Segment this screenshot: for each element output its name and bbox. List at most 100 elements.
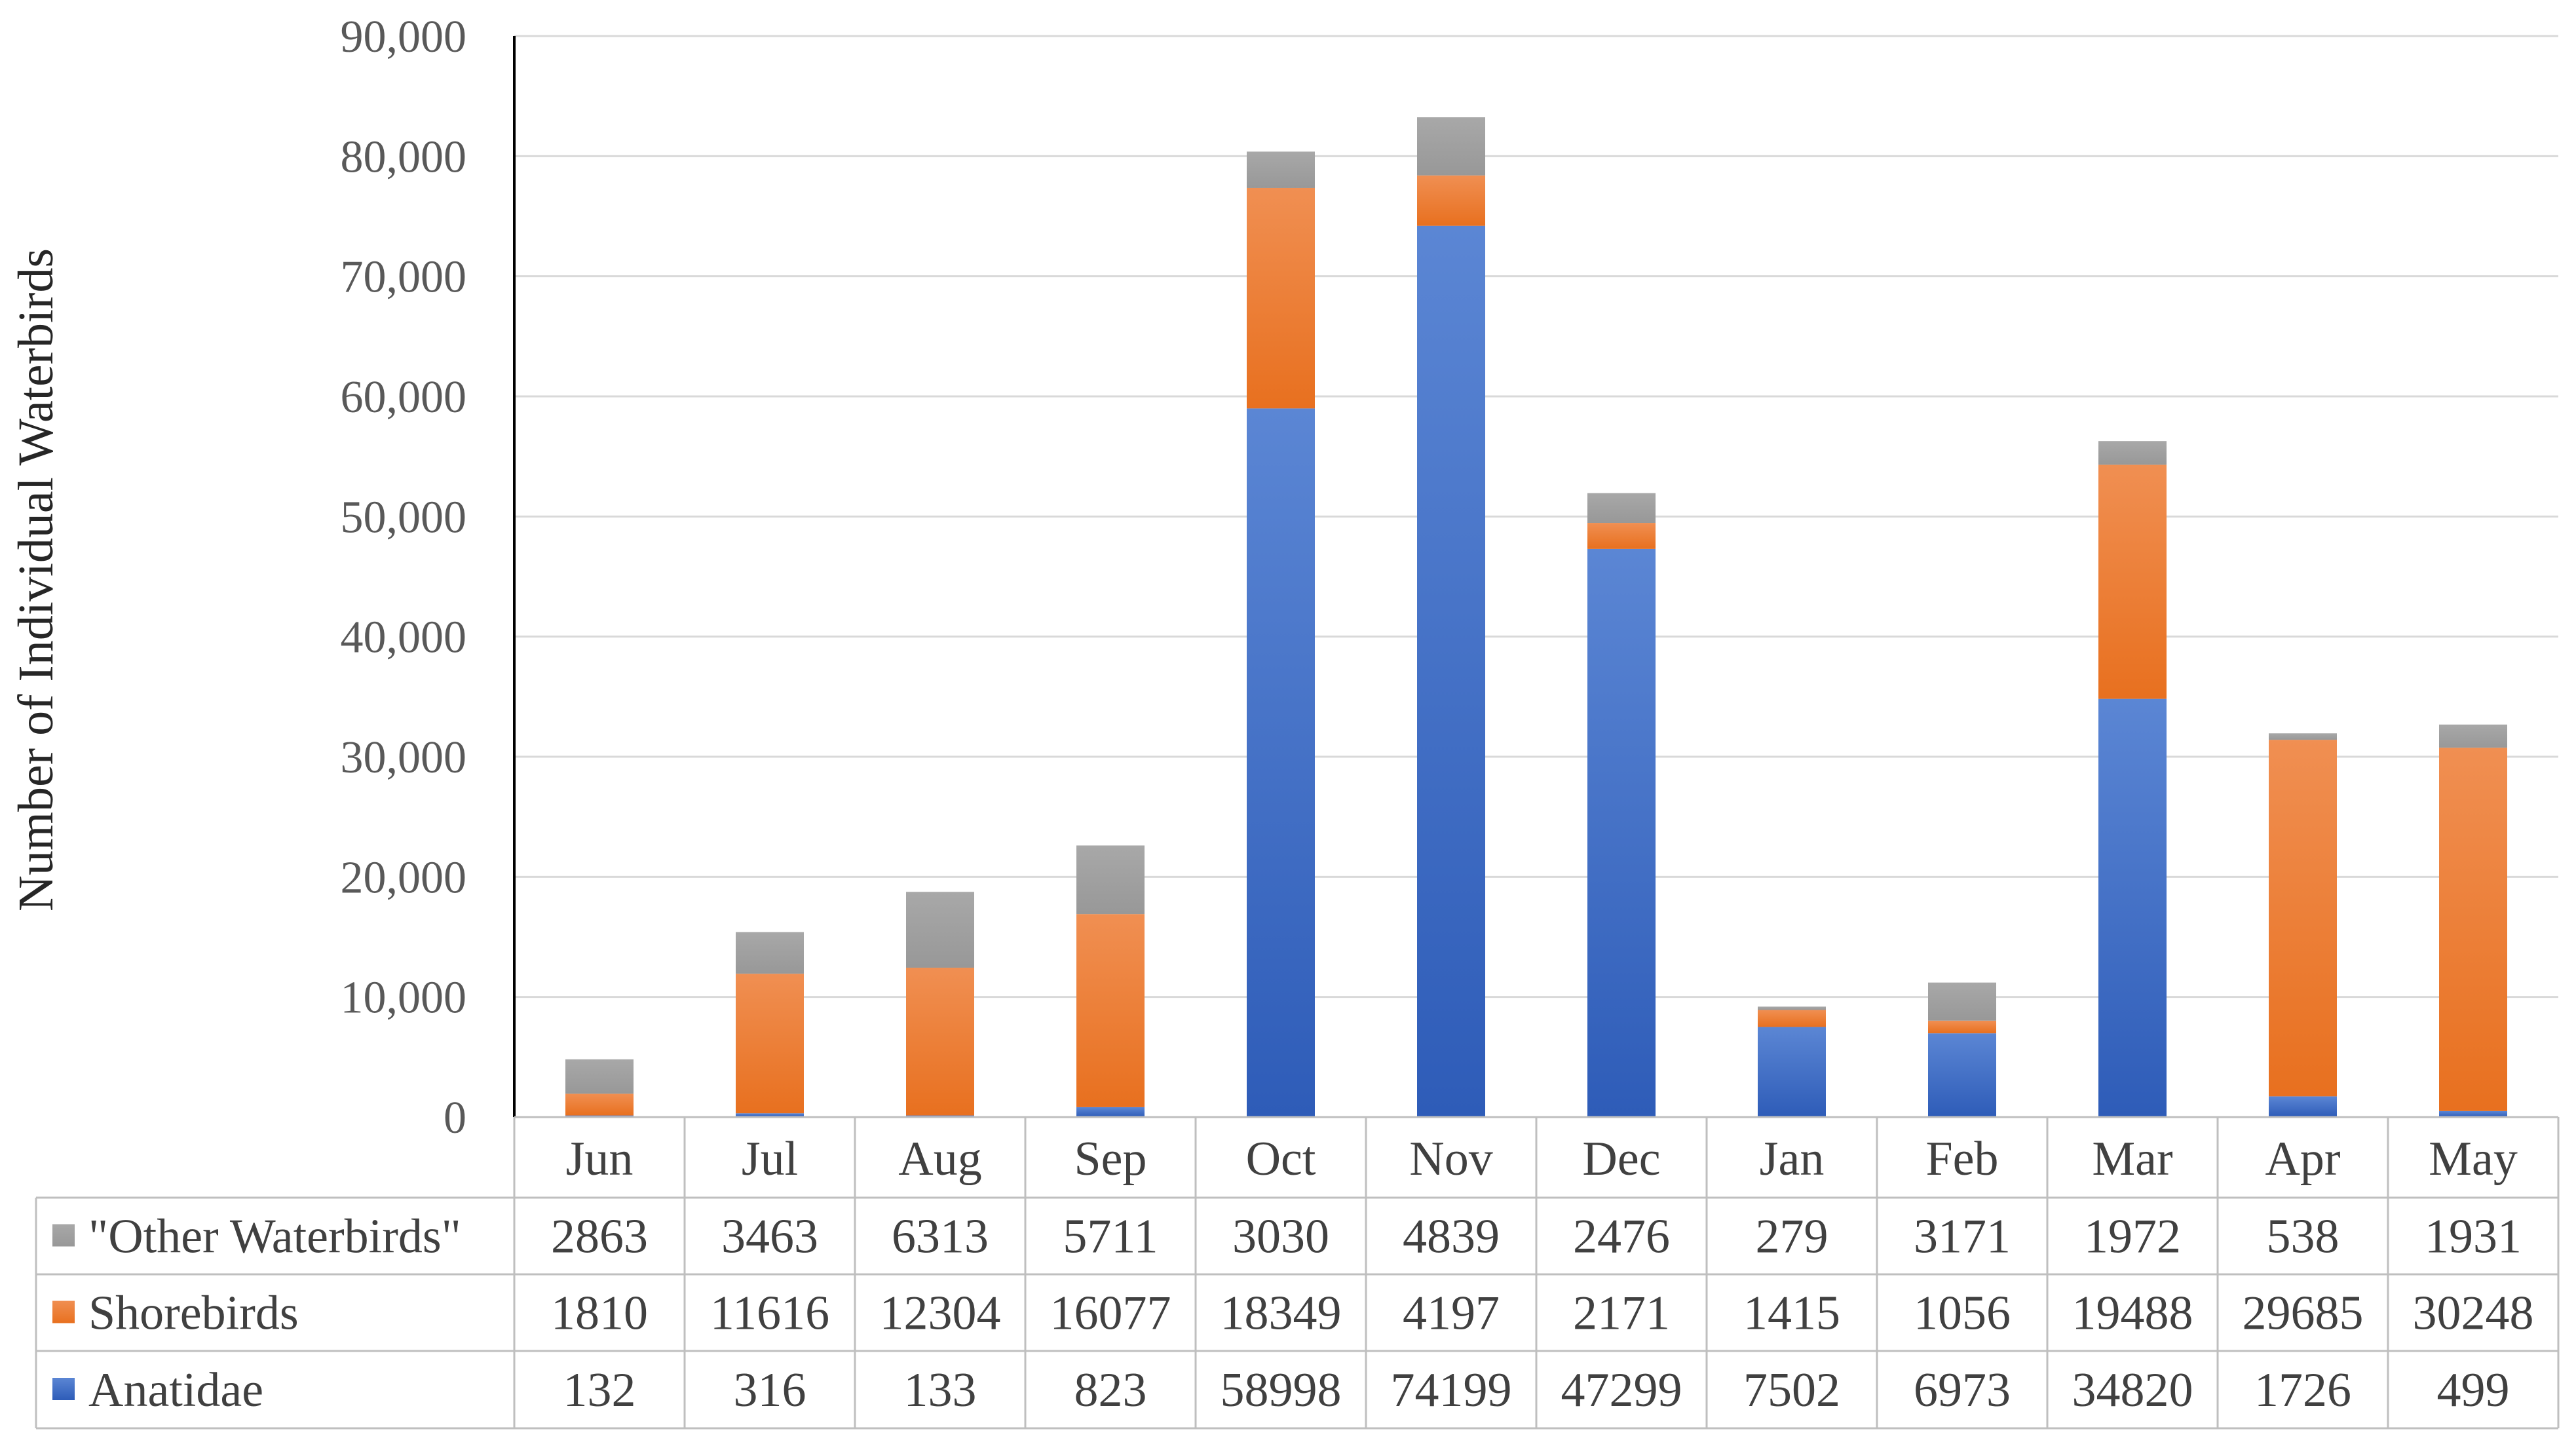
y-tick-label: 30,000 <box>341 732 467 783</box>
bar-other-waterbirds-jun <box>565 1059 634 1094</box>
x-tick-label-oct: Oct <box>1246 1132 1316 1186</box>
x-tick-label-feb: Feb <box>1926 1132 1999 1186</box>
bar-anatidae-feb <box>1928 1033 1996 1117</box>
data-label-anatidae-jul: 316 <box>734 1363 806 1417</box>
data-label-shorebirds-jan: 1415 <box>1743 1287 1840 1340</box>
data-label-shorebirds-oct: 18349 <box>1221 1287 1342 1340</box>
bar-anatidae-jul <box>736 1113 804 1117</box>
x-tick-label-aug: Aug <box>898 1132 981 1186</box>
data-table: Jun Jul Aug Sep Oct Nov Dec Jan Feb Mar Apr May "Oth… <box>35 1116 2560 1430</box>
x-tick-label-jul: Jul <box>742 1132 798 1186</box>
y-tick-label: 40,000 <box>341 613 467 663</box>
bar-other-waterbirds-aug <box>906 892 974 968</box>
data-label-other-waterbirds-may: 1931 <box>2425 1210 2522 1264</box>
data-label-other-waterbirds-oct: 3030 <box>1232 1210 1329 1264</box>
data-label-other-waterbirds-jun: 2863 <box>551 1210 648 1264</box>
bar-other-waterbirds-apr <box>2269 733 2337 740</box>
data-label-anatidae-dec: 47299 <box>1561 1363 1682 1417</box>
data-label-other-waterbirds-mar: 1972 <box>2084 1210 2181 1264</box>
bar-shorebirds-jan <box>1758 1010 1826 1027</box>
x-tick-label-sep: Sep <box>1074 1132 1147 1186</box>
data-label-anatidae-mar: 34820 <box>2072 1363 2193 1417</box>
x-tick-label-dec: Dec <box>1582 1132 1660 1186</box>
data-label-anatidae-sep: 823 <box>1074 1363 1147 1417</box>
x-tick-label-may: May <box>2429 1132 2518 1186</box>
x-tick-label-nov: Nov <box>1409 1132 1492 1186</box>
bar-shorebirds-mar <box>2098 465 2167 699</box>
bar-anatidae-dec <box>1587 548 1656 1117</box>
bar-other-waterbirds-jul <box>736 932 804 974</box>
y-tick-label: 50,000 <box>341 492 467 542</box>
bar-shorebirds-jul <box>736 974 804 1114</box>
legend-swatch-other-waterbirds <box>52 1224 75 1247</box>
data-label-other-waterbirds-apr: 538 <box>2267 1210 2339 1264</box>
data-label-other-waterbirds-aug: 6313 <box>892 1210 989 1264</box>
bar-stacks <box>565 117 2507 1117</box>
bar-anatidae-mar <box>2098 698 2167 1117</box>
y-tick-label: 20,000 <box>341 852 467 903</box>
y-tick-label: 10,000 <box>341 973 467 1023</box>
bar-shorebirds-apr <box>2269 740 2337 1097</box>
data-label-shorebirds-may: 30248 <box>2413 1287 2534 1340</box>
y-tick-label: 70,000 <box>341 252 467 303</box>
bar-shorebirds-nov <box>1417 175 1485 226</box>
y-tick-label: 0 <box>444 1093 466 1143</box>
y-axis-ticks: 0 10,000 20,000 30,000 40,000 50,000 60,000 70,… <box>341 12 467 1143</box>
y-axis-label: Number of Individual Waterbirds <box>9 248 64 911</box>
data-label-other-waterbirds-sep: 5711 <box>1063 1210 1158 1264</box>
bar-anatidae-apr <box>2269 1096 2337 1117</box>
legend-swatch-anatidae <box>52 1378 75 1400</box>
data-label-shorebirds-jun: 1810 <box>551 1287 648 1340</box>
data-label-other-waterbirds-jan: 279 <box>1756 1210 1828 1264</box>
data-label-other-waterbirds-dec: 2476 <box>1573 1210 1670 1264</box>
bar-shorebirds-may <box>2439 748 2507 1111</box>
bar-anatidae-may <box>2439 1111 2507 1117</box>
bar-other-waterbirds-may <box>2439 724 2507 748</box>
legend-label-shorebirds: Shorebirds <box>88 1287 299 1340</box>
bar-shorebirds-jun <box>565 1093 634 1116</box>
data-label-anatidae-may: 499 <box>2437 1363 2510 1417</box>
x-tick-label-mar: Mar <box>2092 1132 2172 1186</box>
bar-anatidae-nov <box>1417 225 1485 1117</box>
data-label-shorebirds-jul: 11616 <box>710 1287 829 1340</box>
data-label-anatidae-jan: 7502 <box>1743 1363 1840 1417</box>
x-tick-label-jan: Jan <box>1760 1132 1825 1186</box>
data-label-anatidae-oct: 58998 <box>1221 1363 1342 1417</box>
data-label-other-waterbirds-nov: 4839 <box>1403 1210 1500 1264</box>
bar-shorebirds-sep <box>1076 914 1145 1107</box>
data-label-other-waterbirds-feb: 3171 <box>1914 1210 2011 1264</box>
data-label-other-waterbirds-jul: 3463 <box>721 1210 818 1264</box>
data-label-anatidae-apr: 1726 <box>2254 1363 2351 1417</box>
legend-swatch-shorebirds <box>52 1301 75 1323</box>
data-label-shorebirds-feb: 1056 <box>1914 1287 2011 1340</box>
y-tick-label: 80,000 <box>341 132 467 182</box>
data-label-shorebirds-sep: 16077 <box>1050 1287 1171 1340</box>
x-tick-label-apr: Apr <box>2265 1132 2340 1186</box>
bar-shorebirds-dec <box>1587 523 1656 549</box>
gridlines <box>513 35 2558 1117</box>
data-label-shorebirds-apr: 29685 <box>2243 1287 2364 1340</box>
data-label-anatidae-jun: 132 <box>563 1363 636 1417</box>
bar-other-waterbirds-nov <box>1417 117 1485 176</box>
bar-other-waterbirds-jan <box>1758 1006 1826 1010</box>
bar-other-waterbirds-oct <box>1247 151 1315 188</box>
data-label-anatidae-nov: 74199 <box>1391 1363 1512 1417</box>
legend-label-anatidae: Anatidae <box>88 1363 263 1417</box>
bar-other-waterbirds-mar <box>2098 441 2167 465</box>
data-label-anatidae-feb: 6973 <box>1914 1363 2011 1417</box>
bar-shorebirds-aug <box>906 967 974 1116</box>
data-label-shorebirds-aug: 12304 <box>880 1287 1001 1340</box>
data-label-anatidae-aug: 133 <box>904 1363 977 1417</box>
y-tick-label: 90,000 <box>341 12 467 62</box>
bar-other-waterbirds-dec <box>1587 493 1656 523</box>
bar-anatidae-oct <box>1247 408 1315 1117</box>
y-tick-label: 60,000 <box>341 372 467 423</box>
bar-anatidae-sep <box>1076 1107 1145 1117</box>
bar-shorebirds-feb <box>1928 1020 1996 1034</box>
data-label-shorebirds-mar: 19488 <box>2072 1287 2193 1340</box>
data-label-shorebirds-nov: 4197 <box>1403 1287 1500 1340</box>
bar-shorebirds-oct <box>1247 187 1315 409</box>
data-label-shorebirds-dec: 2171 <box>1573 1287 1670 1340</box>
bar-other-waterbirds-feb <box>1928 982 1996 1021</box>
